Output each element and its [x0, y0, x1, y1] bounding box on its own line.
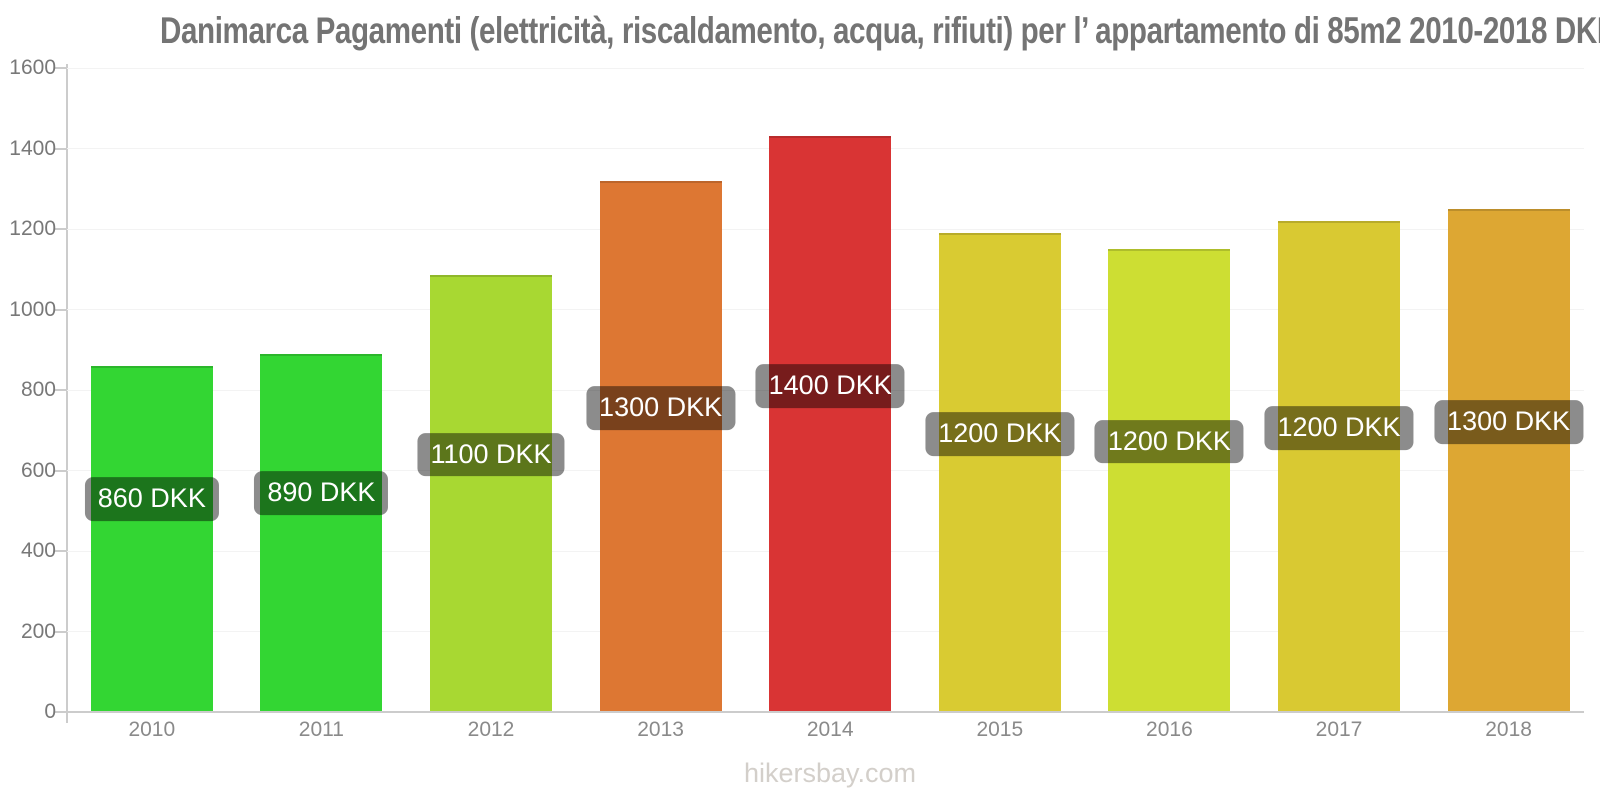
x-axis-label-2016: 2016 [1146, 718, 1193, 741]
y-axis-label-0: 0 [44, 700, 56, 723]
y-axis-line [66, 64, 68, 723]
x-axis-label-2017: 2017 [1315, 718, 1363, 741]
bar-2015 [938, 233, 1061, 712]
y-tickmark-1600 [54, 67, 67, 69]
bar-2012 [430, 275, 552, 712]
y-tickmark-1400 [54, 147, 67, 150]
y-tickmark-0 [54, 711, 67, 713]
x-axis-label-2015: 2015 [976, 718, 1024, 741]
y-axis-label-800: 800 [20, 378, 56, 401]
bar-value-label-2013: 1300 DKK [586, 386, 736, 430]
bar-2018 [1447, 208, 1570, 712]
bar-value-label-2016: 1200 DKK [1094, 419, 1244, 464]
bar-value-label-2014: 1400 DKK [755, 364, 905, 409]
y-axis-label-1000: 1000 [9, 297, 56, 321]
bar-value-label-2012: 1100 DKK [417, 432, 565, 477]
x-axis-label-2013: 2013 [637, 718, 684, 741]
y-tickmark-400 [54, 550, 67, 552]
y-tickmark-1200 [54, 228, 67, 230]
bar-value-label-2015: 1200 DKK [925, 411, 1075, 456]
y-axis-label-1400: 1400 [9, 136, 56, 160]
bar-value-label-2011: 890 DKK [254, 471, 389, 515]
x-axis-label-2011: 2011 [298, 718, 344, 741]
y-axis-label-200: 200 [20, 619, 56, 643]
footer-watermark: hikersbay.com [743, 758, 917, 788]
bar-2011 [260, 353, 383, 712]
bar-value-label-2010: 860 DKK [84, 477, 219, 521]
bar-2010 [90, 365, 213, 712]
y-tickmark-1000 [54, 308, 67, 311]
y-axis-label-600: 600 [20, 458, 56, 482]
x-axis-label-2010: 2010 [128, 718, 176, 741]
bar-2014 [769, 136, 892, 712]
bar-value-label-2018: 1300 DKK [1434, 400, 1584, 444]
bar-value-label-2017: 1200 DKK [1264, 406, 1414, 450]
bar-2013 [599, 180, 722, 712]
x-axis-label-2014: 2014 [806, 718, 854, 741]
chart-title: Danimarca Pagamenti (elettricità, riscal… [160, 10, 1600, 51]
y-axis-label-1600: 1600 [9, 56, 56, 79]
x-axis-label-2012: 2012 [467, 718, 515, 741]
bar-2016 [1108, 249, 1231, 712]
bar-2017 [1278, 220, 1400, 712]
x-axis-label-2018: 2018 [1485, 718, 1532, 741]
x-axis-line [67, 711, 1584, 713]
y-axis-label-1200: 1200 [9, 217, 56, 240]
y-tickmark-200 [54, 630, 67, 633]
y-tickmark-800 [54, 389, 67, 391]
gridline-1600 [67, 67, 1584, 69]
y-axis-label-400: 400 [20, 539, 56, 562]
y-tickmark-600 [54, 469, 67, 472]
